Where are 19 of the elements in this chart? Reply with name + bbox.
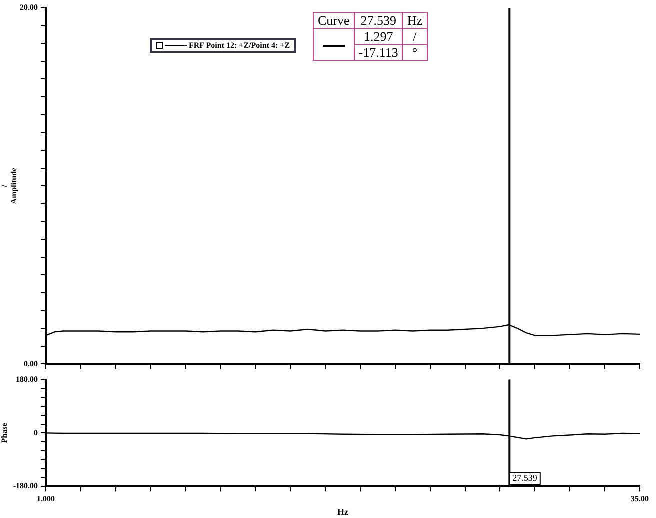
y-tick-label: -180.00 (13, 482, 38, 491)
y-axis-title: / Amplitude (0, 167, 18, 204)
annotation: 27.539 (354, 12, 403, 28)
annotation: ° (402, 44, 428, 60)
legend-label: FRF Point 12: +Z/Point 4: +Z (189, 41, 290, 50)
y-axis-title: Phase (0, 422, 9, 444)
ref-line-label: 27.539 (512, 472, 538, 483)
y-tick-label: 0.00 (24, 359, 38, 368)
y-tick-label: 20.00 (20, 3, 38, 12)
annotation: -17.113 (354, 44, 403, 60)
y-tick-label: 180.00 (16, 374, 38, 384)
x-tick-label: 35.00 (631, 494, 649, 504)
annotation: Hz (402, 12, 428, 28)
annotation: / (402, 28, 428, 44)
y-tick-label: 0 (34, 428, 38, 438)
x-tick-label: 1.000 (37, 494, 55, 504)
annotation: 1.297 (354, 28, 403, 44)
x-axis-title: Hz (338, 506, 348, 517)
annotation: Curve (314, 12, 354, 28)
